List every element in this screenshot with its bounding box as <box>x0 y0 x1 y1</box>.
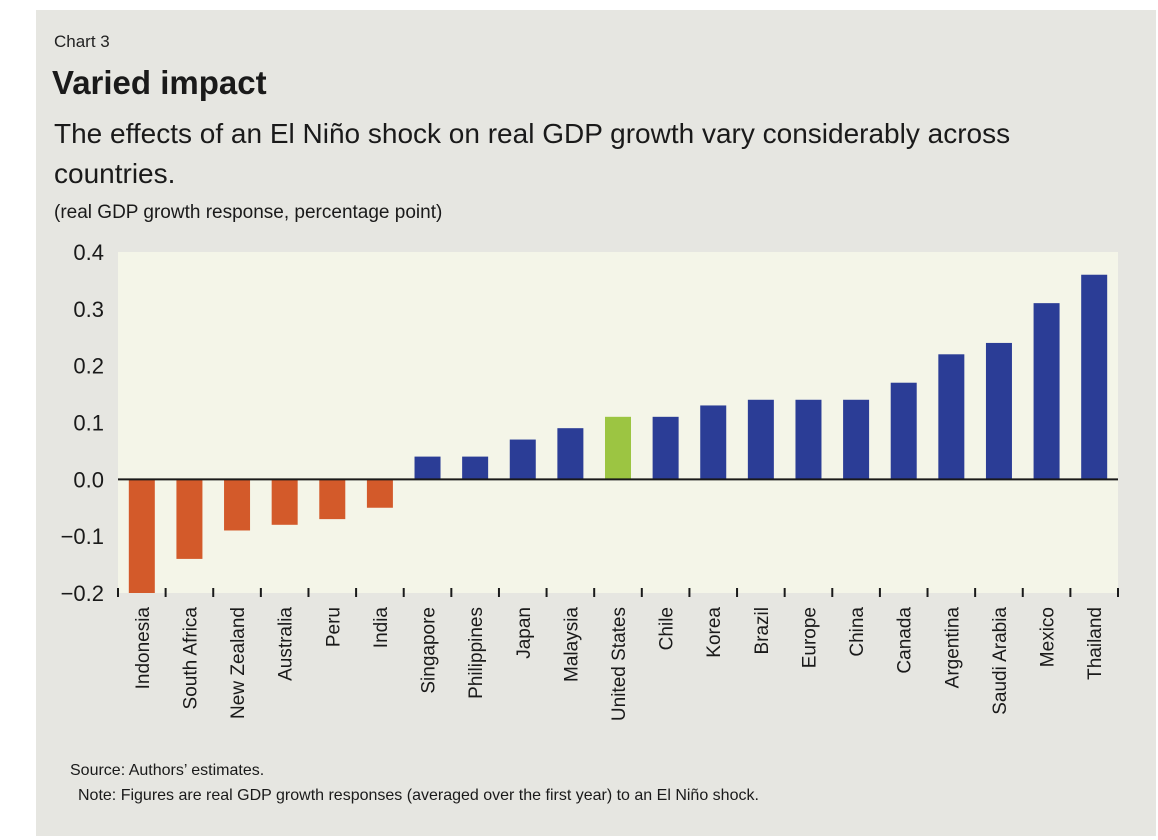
x-tick-label: Singapore <box>419 607 440 694</box>
bar-korea <box>700 405 726 479</box>
y-tick-label: 0.4 <box>73 240 104 265</box>
x-tick-label: Mexico <box>1038 607 1059 667</box>
bar-new-zealand <box>224 479 250 530</box>
source-note: Source: Authors’ estimates. <box>70 760 264 782</box>
bar-brazil <box>748 400 774 480</box>
bar-mexico <box>1034 303 1060 479</box>
bar-europe <box>795 400 821 480</box>
bar-india <box>367 479 393 507</box>
bar-canada <box>891 383 917 480</box>
x-tick-label: Australia <box>276 607 297 681</box>
x-tick-label: New Zealand <box>228 607 249 719</box>
x-tick-label: Indonesia <box>133 607 154 690</box>
x-tick-label: Malaysia <box>561 607 582 682</box>
bar-singapore <box>415 457 441 480</box>
x-tick-label: Saudi Arabia <box>990 607 1011 715</box>
x-tick-label: Thailand <box>1085 607 1106 680</box>
x-tick-label: Europe <box>799 607 820 668</box>
x-tick-label: United States <box>609 607 630 721</box>
bar-malaysia <box>557 428 583 479</box>
bar-saudi-arabia <box>986 343 1012 479</box>
y-tick-label: 0.3 <box>73 297 104 322</box>
x-tick-label: Brazil <box>752 607 773 655</box>
bar-thailand <box>1081 275 1107 480</box>
x-tick-label: Korea <box>704 607 725 658</box>
x-tick-label: Argentina <box>942 607 963 689</box>
bar-japan <box>510 440 536 480</box>
y-tick-label: 0.0 <box>73 467 104 492</box>
x-tick-label: Peru <box>323 607 344 647</box>
x-tick-label: Japan <box>514 607 535 659</box>
x-tick-label: China <box>847 607 868 657</box>
x-tick-label: South Africa <box>180 607 201 710</box>
bar-south-africa <box>176 479 202 559</box>
bar-argentina <box>938 354 964 479</box>
x-tick-label: Canada <box>895 607 916 674</box>
bar-chile <box>653 417 679 480</box>
y-tick-label: −0.1 <box>61 524 104 549</box>
bar-peru <box>319 479 345 519</box>
footnote: Note: Figures are real GDP growth respon… <box>54 785 1094 807</box>
bar-china <box>843 400 869 480</box>
x-tick-label: Chile <box>657 607 678 650</box>
bar-united-states <box>605 417 631 480</box>
x-tick-label: Philippines <box>466 607 487 699</box>
y-tick-label: 0.2 <box>73 354 104 379</box>
bar-indonesia <box>129 479 155 593</box>
y-tick-label: −0.2 <box>61 581 104 606</box>
x-tick-label: India <box>371 607 392 649</box>
bar-australia <box>272 479 298 524</box>
bar-philippines <box>462 457 488 480</box>
y-tick-label: 0.1 <box>73 411 104 436</box>
